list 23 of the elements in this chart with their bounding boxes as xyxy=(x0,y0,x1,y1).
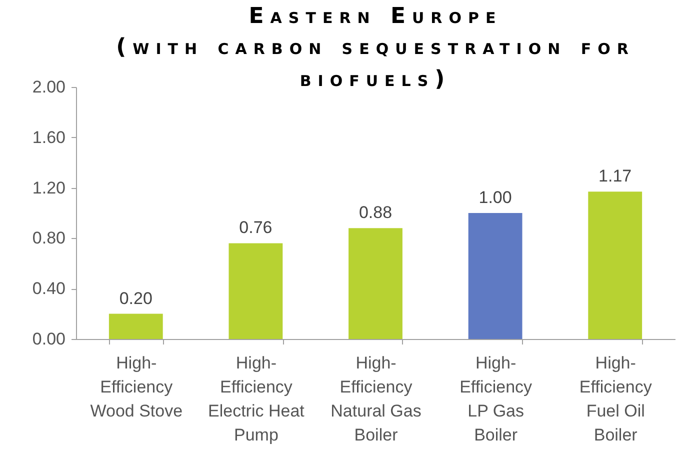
bar xyxy=(228,243,283,339)
data-label: 0.20 xyxy=(119,288,152,308)
chart-title: Eastern Europe xyxy=(248,4,502,29)
data-label: 0.76 xyxy=(239,218,272,238)
bar xyxy=(468,213,522,339)
data-label: 0.88 xyxy=(358,203,392,222)
y-tick-label: 0.80 xyxy=(32,228,66,248)
y-tick-label: 0.40 xyxy=(32,279,66,298)
y-tick-label: 1.60 xyxy=(32,128,66,147)
data-label: 1.17 xyxy=(598,166,632,186)
x-tick-label: High-Efficiency Natural Gas Boiler xyxy=(330,354,422,444)
y-tick-label: 0.00 xyxy=(32,330,66,348)
x-tick-label: High-Efficiency Fuel Oil Boiler xyxy=(579,354,652,444)
y-tick-label: 2.00 xyxy=(32,78,66,96)
bar xyxy=(108,314,163,339)
x-tick-label: High-Efficiency Wood Stove xyxy=(90,354,183,420)
x-tick-label: High-Efficiency Electric Heat Pump xyxy=(208,354,305,444)
bar xyxy=(348,228,402,339)
chart-subtitle: (with carbon sequestration for biofuels) xyxy=(116,35,635,92)
bar xyxy=(588,192,642,339)
data-label: 1.00 xyxy=(478,188,512,207)
y-tick-label: 1.20 xyxy=(32,178,66,198)
x-tick-label: High-Efficiency LP Gas Boiler xyxy=(460,354,533,444)
